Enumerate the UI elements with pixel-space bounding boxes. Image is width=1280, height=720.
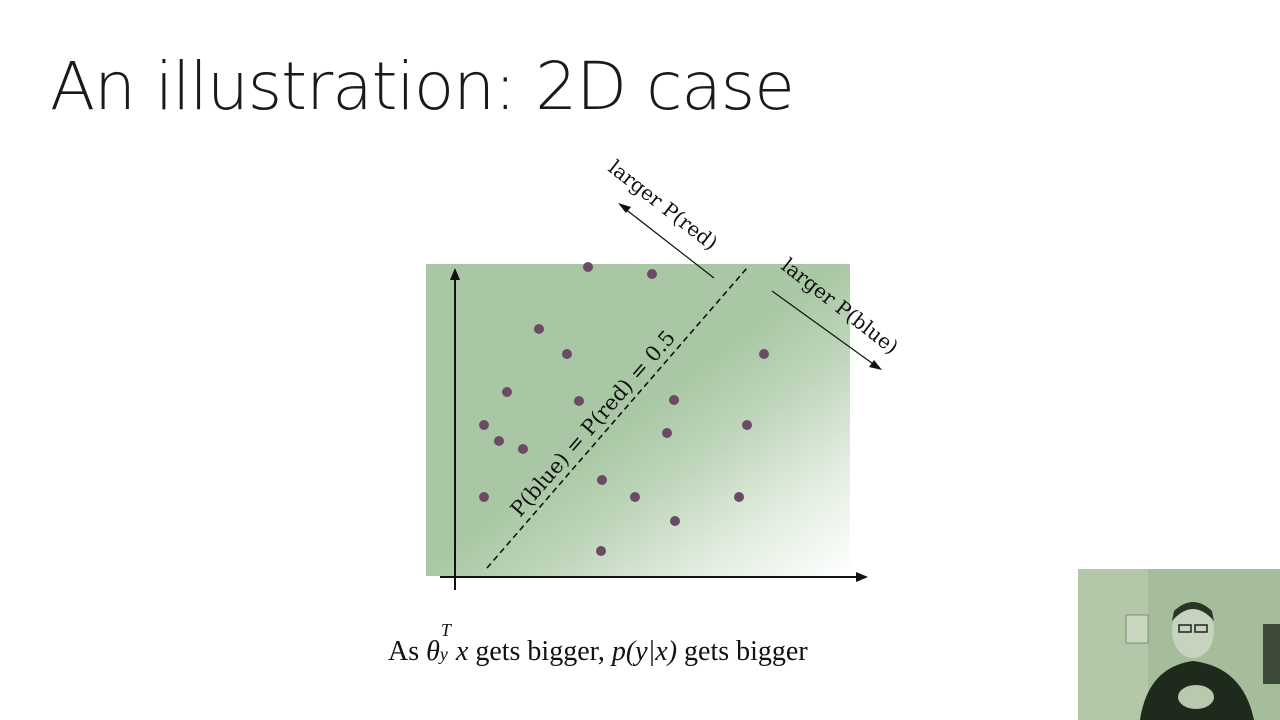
caption-suffix: gets bigger [677, 636, 808, 667]
data-point [670, 516, 680, 526]
slide-title: An illustration: 2D case [50, 48, 795, 125]
caption-theta: θ [426, 636, 440, 667]
presenter-image [1078, 569, 1280, 720]
probability-region [426, 264, 850, 576]
data-point [494, 436, 504, 446]
data-point [518, 444, 528, 454]
data-point [669, 395, 679, 405]
data-point [534, 324, 544, 334]
caption-middle: gets bigger, [468, 636, 612, 667]
x-axis [440, 572, 868, 582]
data-point [759, 349, 769, 359]
data-point [479, 420, 489, 430]
arrow-red [618, 203, 715, 279]
data-point [734, 492, 744, 502]
data-point [583, 262, 593, 272]
caption-prob: p(y|x) [611, 636, 678, 667]
presenter-webcam [1078, 569, 1280, 720]
caption-theta-sub: y [439, 644, 448, 664]
data-point [502, 387, 512, 397]
data-point [597, 475, 607, 485]
caption-theta-sup: T [440, 620, 451, 640]
caption-prefix: As [388, 636, 427, 667]
data-point [479, 492, 489, 502]
data-point [662, 428, 672, 438]
arrow-blue [771, 290, 882, 370]
data-point [562, 349, 572, 359]
data-point [742, 420, 752, 430]
decision-boundary [486, 267, 748, 569]
data-point [574, 396, 584, 406]
data-point [647, 269, 657, 279]
data-point [596, 546, 606, 556]
caption-x: x [455, 636, 469, 667]
data-points [479, 262, 769, 556]
data-point [630, 492, 640, 502]
y-axis [450, 268, 460, 590]
